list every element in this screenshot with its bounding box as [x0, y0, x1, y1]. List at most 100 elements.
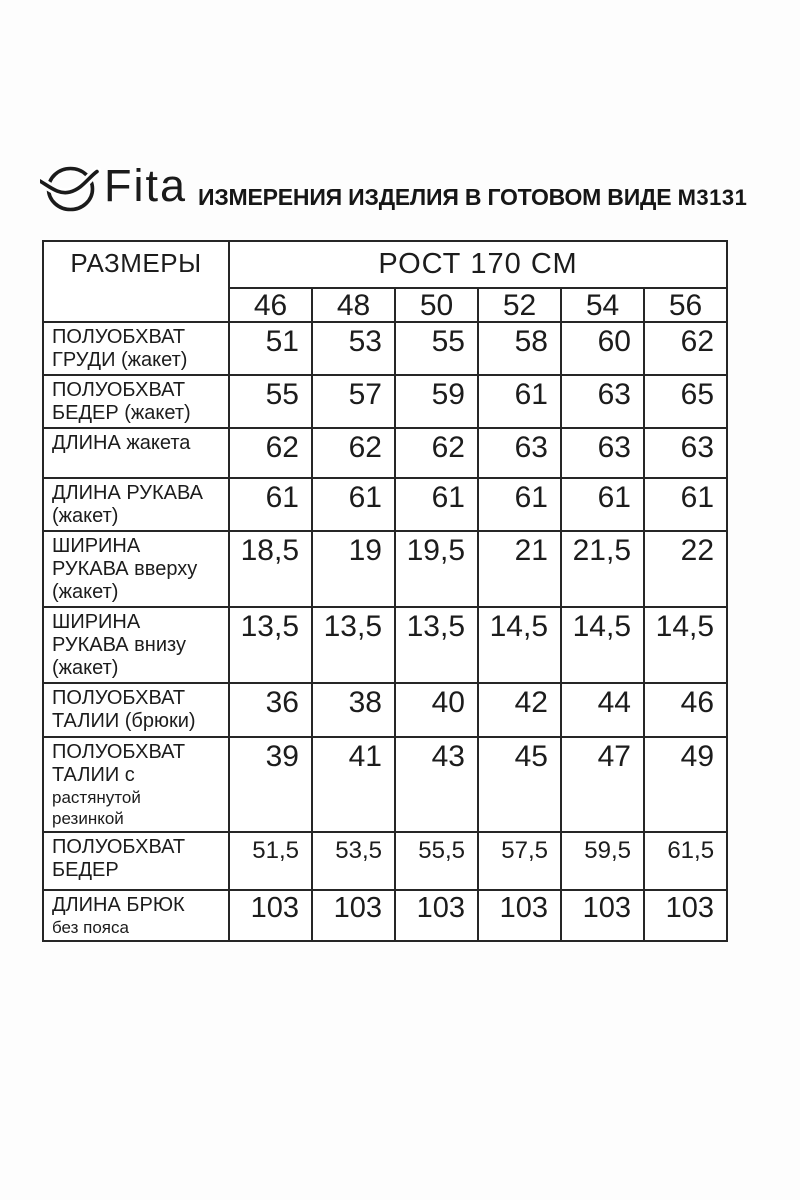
size-column-header: 54 [560, 287, 645, 323]
measurement-value: 62 [228, 427, 313, 479]
measurement-value: 103 [311, 889, 396, 942]
label-line: ДЛИНА БРЮК [52, 894, 185, 916]
label-line: ПОЛУОБХВАТ [52, 741, 186, 763]
measurement-value: 62 [642, 321, 729, 376]
measurement-value: 103 [560, 889, 645, 942]
size-column-header: 56 [642, 287, 729, 323]
measurement-value: 14,5 [560, 606, 645, 684]
label-line: БЕДЕР (жакет) [52, 402, 191, 424]
size-column-header: 50 [394, 287, 479, 323]
measurement-row: ПОЛУОБХВАТ БЕДЕР (жакет) 55 57 59 61 63 65 [42, 374, 729, 429]
measurement-value: 14,5 [477, 606, 562, 684]
size-column-header: 46 [228, 287, 313, 323]
measurement-value: 40 [394, 682, 479, 738]
size-column-header: 48 [311, 287, 396, 323]
measurement-value: 63 [560, 374, 645, 429]
measurement-value: 21 [477, 530, 562, 608]
measurement-value: 22 [642, 530, 729, 608]
table-header-row: РАЗМЕРЫ РОСТ 170 СМ [42, 240, 729, 323]
measurement-label: ПОЛУОБХВАТ ГРУДИ (жакет) [42, 321, 230, 376]
measurement-row: ДЛИНА БРЮК без пояса 103 103 103 103 103 103 [42, 889, 729, 942]
measurement-value: 45 [477, 736, 562, 833]
measurement-value: 61 [477, 477, 562, 532]
label-line: ШИРИНА [52, 611, 141, 633]
measurement-value: 55,5 [394, 831, 479, 891]
measurement-value: 55 [394, 321, 479, 376]
measurement-value: 39 [228, 736, 313, 833]
measurement-value: 61 [311, 477, 396, 532]
label-line: РУКАВА внизу [52, 634, 186, 656]
measurement-value: 51 [228, 321, 313, 376]
page-title: ИЗМЕРЕНИЯ ИЗДЕЛИЯ В ГОТОВОМ ВИДЕ М3131 [198, 184, 747, 211]
brand-logo [35, 164, 104, 218]
label-note: резинкой [52, 809, 124, 828]
measurement-value: 13,5 [228, 606, 313, 684]
measurement-label: ПОЛУОБХВАТ ТАЛИИ (брюки) [42, 682, 230, 738]
measurement-value: 44 [560, 682, 645, 738]
measurement-value: 61 [477, 374, 562, 429]
measurement-label: ДЛИНА РУКАВА (жакет) [42, 477, 230, 532]
measurement-label: ПОЛУОБХВАТ БЕДЕР (жакет) [42, 374, 230, 429]
measurement-value: 51,5 [228, 831, 313, 891]
measurement-row: ПОЛУОБХВАТ ТАЛИИ с растянутой резинкой 39 41 4… [42, 736, 729, 833]
measurement-row: ДЛИНА РУКАВА (жакет) 61 61 61 61 61 61 [42, 477, 729, 532]
label-line: ПОЛУОБХВАТ [52, 326, 186, 348]
measurement-row: ДЛИНА жакета 62 62 62 63 63 63 [42, 427, 729, 479]
measurement-value: 49 [642, 736, 729, 833]
measurement-value: 46 [642, 682, 729, 738]
size-header-row: 46 48 50 52 54 56 [43, 287, 729, 323]
label-line: ГРУДИ (жакет) [52, 349, 188, 371]
label-line: ТАЛИИ (брюки) [52, 710, 196, 732]
measurement-value: 55 [228, 374, 313, 429]
measurement-value: 103 [228, 889, 313, 942]
label-line: ШИРИНА [52, 535, 141, 557]
measurement-label: ПОЛУОБХВАТ ТАЛИИ с растянутой резинкой [42, 736, 230, 833]
label-line: БЕДЕР [52, 859, 119, 881]
measurement-value: 61 [394, 477, 479, 532]
measurement-value: 61 [228, 477, 313, 532]
measurement-value: 60 [560, 321, 645, 376]
model-code: М3131 [677, 185, 748, 210]
label-note: растянутой [52, 788, 141, 807]
measurement-value: 62 [394, 427, 479, 479]
measurement-value: 103 [477, 889, 562, 942]
measurement-value: 65 [642, 374, 729, 429]
label-line: ПОЛУОБХВАТ [52, 836, 186, 858]
measurement-value: 53,5 [311, 831, 396, 891]
label-line: ПОЛУОБХВАТ [52, 687, 186, 709]
label-line: (жакет) [52, 581, 119, 603]
measurement-value: 103 [642, 889, 729, 942]
height-group-header: РОСТ 170 СМ [227, 240, 729, 289]
label-line: ТАЛИИ с [52, 764, 135, 786]
measurement-label: ШИРИНА РУКАВА вверху (жакет) [42, 530, 230, 608]
measurement-value: 47 [560, 736, 645, 833]
measurement-row: ПОЛУОБХВАТ ГРУДИ (жакет) 51 53 55 58 60 62 [42, 321, 729, 376]
measurement-value: 43 [394, 736, 479, 833]
label-line: РУКАВА вверху [52, 558, 198, 580]
measurement-value: 57,5 [477, 831, 562, 891]
size-column-header: 52 [477, 287, 562, 323]
label-note: без пояса [52, 918, 129, 937]
measurement-value: 36 [228, 682, 313, 738]
label-line: ПОЛУОБХВАТ [52, 379, 186, 401]
measurement-value: 59 [394, 374, 479, 429]
measurement-value: 21,5 [560, 530, 645, 608]
measurement-value: 62 [311, 427, 396, 479]
size-measurements-table: РАЗМЕРЫ РОСТ 170 СМ 46 48 50 52 54 56 ПОЛУОБХ… [42, 240, 729, 942]
measurement-label: ДЛИНА жакета [42, 427, 230, 479]
measurement-value: 61 [642, 477, 729, 532]
measurement-value: 57 [311, 374, 396, 429]
measurement-row: ШИРИНА РУКАВА внизу (жакет) 13,5 13,5 13,5 14,… [42, 606, 729, 684]
measurement-value: 63 [477, 427, 562, 479]
measurement-row: ШИРИНА РУКАВА вверху (жакет) 18,5 19 19,5 21 21… [42, 530, 729, 608]
label-line: ДЛИНА жакета [52, 432, 191, 454]
measurement-value: 58 [477, 321, 562, 376]
measurement-value: 38 [311, 682, 396, 738]
measurement-row: ПОЛУОБХВАТ БЕДЕР 51,5 53,5 55,5 57,5 59,5 61,5 [42, 831, 729, 891]
measurement-value: 42 [477, 682, 562, 738]
sizes-corner-header: РАЗМЕРЫ [42, 240, 230, 323]
measurement-value: 103 [394, 889, 479, 942]
measurement-value: 13,5 [394, 606, 479, 684]
label-line: (жакет) [52, 657, 119, 679]
